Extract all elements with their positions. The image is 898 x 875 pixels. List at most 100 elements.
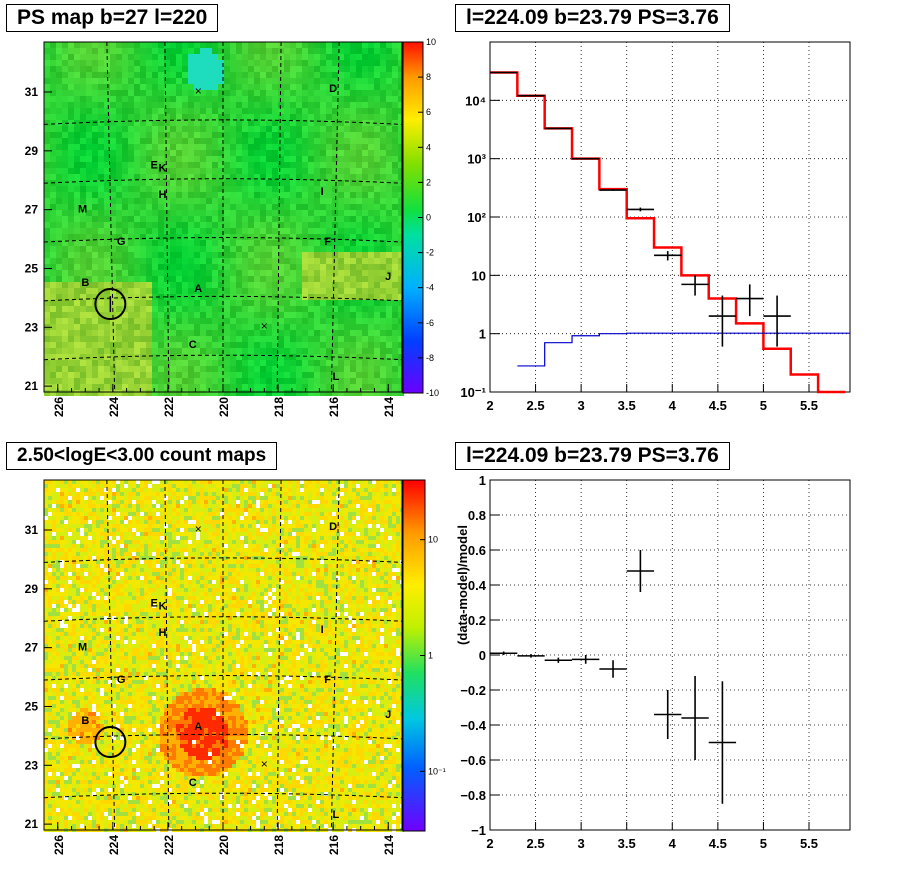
residual-y-tick-label: 0.6: [468, 543, 486, 558]
source-labels: D E K H I M G F B A J C L × ×: [78, 83, 391, 383]
cross-marker: ×: [195, 84, 202, 98]
residual-y-tick-label: −0.4: [460, 718, 486, 733]
spectrum-panel: 2 2.5 3 3.5 4 4.5 5 5.5 10⁻¹ 1 10 10² 10³ 10⁴: [460, 41, 851, 413]
y-tick-label: 27: [25, 203, 39, 217]
longitude-line: [276, 479, 282, 831]
longitude-line: [330, 479, 340, 831]
coordinate-grid: [43, 41, 403, 393]
ps-colorbar-tick-label: -10: [426, 388, 439, 398]
target-circle: [94, 288, 127, 321]
spectrum-x-tick-label: 2: [486, 398, 493, 413]
ps-map-panel: 226 224 222 220 218 216 214 31 29 27 25 23 21 D E K H I M G…: [25, 37, 439, 417]
spectrum-y-tick-label: 10: [472, 268, 486, 283]
residual-y-tick-label: −0.6: [460, 753, 486, 768]
source-label-C: C: [189, 777, 197, 789]
spectrum-x-tick-label: 2.5: [527, 398, 545, 413]
ps-colorbar-tick-label: 2: [426, 177, 431, 187]
spectrum-y-tick-label: 10⁴: [465, 93, 486, 108]
latitude-line: [43, 178, 403, 184]
x-tick-label: 224: [107, 835, 121, 855]
residual-x-tick-label: 2: [486, 836, 493, 851]
ps-colorbar-tick-label: -6: [426, 318, 434, 328]
y-tick-label: 31: [25, 523, 39, 537]
residual-x-tick-label: 4.5: [709, 836, 727, 851]
source-label-H: H: [158, 189, 166, 201]
data-point: [736, 284, 764, 317]
source-label-F: F: [324, 674, 331, 686]
residual-y-tick-label: −0.2: [460, 683, 486, 698]
ps-colorbar-tick-label: -8: [426, 353, 434, 363]
latitude-line: [43, 733, 403, 740]
source-label-D: D: [329, 521, 337, 533]
source-label-M: M: [78, 204, 87, 216]
residual-y-axis-label: (data-model)/model: [455, 525, 470, 645]
longitude-line: [106, 41, 116, 393]
coordinate-grid: [43, 479, 403, 831]
residual-point: [626, 550, 655, 592]
residual-point: [490, 651, 518, 655]
residual-x-tick-label: 2.5: [527, 836, 545, 851]
source-label-F: F: [324, 236, 331, 248]
source-label-I: I: [321, 186, 324, 198]
longitude-line: [164, 41, 170, 393]
map-axes: 226 224 222 220 218 216 214 31 29 27 25 23 21: [25, 523, 397, 855]
y-tick-label: 31: [25, 85, 39, 99]
ps-colorbar-tick-label: 8: [426, 72, 431, 82]
y-tick-label: 27: [25, 641, 39, 655]
source-label-H: H: [158, 627, 166, 639]
data-point: [626, 207, 655, 212]
residual-point: [681, 676, 709, 760]
y-tick-label: 23: [25, 320, 39, 334]
residual-x-tick-label: 3: [578, 836, 585, 851]
source-label-C: C: [189, 339, 197, 351]
source-label-K: K: [158, 600, 166, 612]
residual-y-tick-label: 0: [479, 648, 486, 663]
x-tick-label: 218: [272, 397, 286, 417]
x-tick-label: 224: [107, 397, 121, 417]
cross-marker: ×: [195, 522, 202, 536]
source-label-G: G: [117, 674, 126, 686]
count-map-title: 2.50<logE<3.00 count maps: [6, 442, 278, 470]
source-label-E: E: [150, 597, 157, 609]
count-colorbar-tick-label: 1: [428, 651, 433, 661]
residual-y-tick-label: −1: [471, 823, 486, 838]
spectrum-x-tick-label: 3.5: [618, 398, 636, 413]
latitude-line: [43, 557, 403, 563]
spectrum-y-tick-label: 10²: [467, 210, 486, 225]
spectrum-x-tick-label: 5: [760, 398, 767, 413]
spectrum-x-tick-label: 4: [669, 398, 677, 413]
target-circle: [94, 726, 127, 759]
spectrum-title: l=224.09 b=23.79 PS=3.76: [455, 4, 730, 32]
latitude-line: [43, 616, 403, 622]
spectrum-y-tick-label: 10³: [467, 152, 486, 167]
cross-marker: ×: [261, 319, 268, 333]
cross-marker: ×: [261, 757, 268, 771]
data-point: [708, 295, 737, 347]
residual-point: [708, 681, 737, 804]
source-label-A: A: [194, 721, 202, 733]
data-point: [599, 189, 627, 191]
spectrum-grid: [490, 42, 850, 393]
source-label-M: M: [78, 642, 87, 654]
y-tick-label: 21: [25, 817, 39, 831]
latitude-line: [43, 792, 403, 799]
data-point: [681, 275, 709, 296]
data-point: [763, 295, 791, 347]
source-label-L: L: [333, 809, 340, 821]
spectrum-y-tick-label: 10⁻¹: [460, 385, 486, 400]
latitude-line: [43, 354, 403, 361]
residual-title: l=224.09 b=23.79 PS=3.76: [455, 442, 730, 470]
x-tick-label: 222: [162, 835, 176, 855]
x-tick-label: 226: [52, 397, 66, 417]
residual-grid: [490, 479, 850, 831]
y-tick-label: 29: [25, 144, 39, 158]
y-tick-label: 23: [25, 758, 39, 772]
count-colorbar-tick-label: 10: [428, 535, 438, 545]
residual-point: [599, 660, 627, 678]
x-tick-label: 220: [217, 835, 231, 855]
heatmap-pixels: [44, 42, 404, 396]
source-label-G: G: [117, 236, 126, 248]
latitude-line: [43, 119, 403, 125]
longitude-line: [106, 479, 116, 831]
